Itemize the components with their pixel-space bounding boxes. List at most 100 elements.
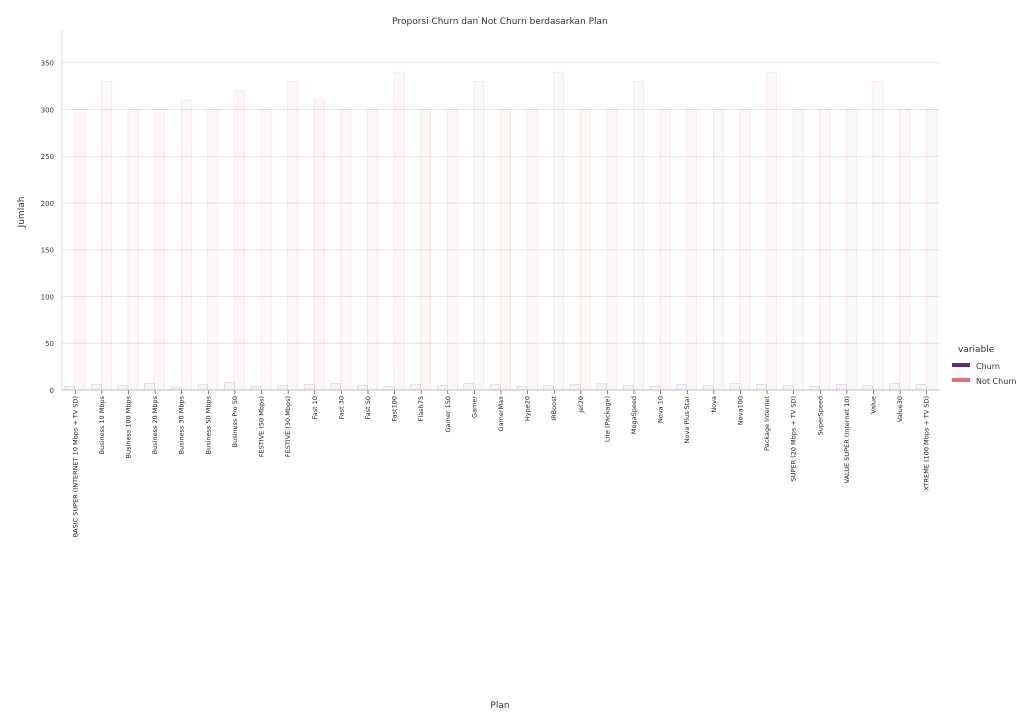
bar-churn (756, 384, 767, 391)
bar-churn (543, 385, 554, 391)
bar-churn (277, 385, 288, 391)
bar-not-churn (260, 109, 272, 391)
bar-churn (596, 383, 608, 391)
x-tick-label: FESTIVE (30 Mbps) (284, 396, 292, 457)
bar-churn (330, 383, 342, 391)
bar-not-churn (101, 81, 112, 391)
bar-not-churn (686, 109, 698, 391)
bar-churn (410, 384, 421, 391)
x-tick-label: Business 30 Mbps (178, 395, 186, 454)
y-tick-label: 0 (50, 387, 54, 395)
x-tick-label: Nova Plus Star (683, 396, 691, 444)
x-tick-label: Business Pro 50 (231, 396, 239, 447)
x-axis: BASIC SUPER (INTERNET 10 Mbps + TV SD) Bu… (71, 390, 931, 537)
x-tick-label: Nova 10 (657, 396, 665, 423)
bar-not-churn (180, 99, 192, 391)
x-axis-label: Plan (490, 701, 509, 711)
y-tick-label: 300 (41, 106, 54, 114)
bar-not-churn (367, 109, 378, 391)
x-tick-label: BASIC SUPER (INTERNET 10 Mbps + TV SD) (71, 396, 79, 537)
bar-churn (357, 385, 368, 391)
bar-churn (436, 385, 448, 391)
y-axis: 0 50 100 150 200 250 300 350 (41, 60, 54, 395)
bar-churn (197, 384, 209, 391)
bar-not-churn (846, 109, 857, 391)
bar-not-churn (766, 71, 777, 391)
grid (62, 62, 940, 391)
bar-not-churn (633, 81, 644, 391)
bar-not-churn (447, 109, 458, 391)
bar-churn (676, 384, 687, 391)
bar-churn (91, 384, 102, 391)
bar-churn (250, 386, 262, 391)
x-tick-label: XTREME (100 Mbps + TV SD) (923, 396, 931, 491)
y-tick-label: 50 (45, 340, 54, 348)
x-tick-label: Business 50 Mbps (204, 395, 212, 454)
bar-churn (889, 383, 900, 391)
bar-churn (144, 383, 155, 391)
bar-churn (463, 383, 475, 391)
x-tick-label: IRBoost (550, 396, 558, 421)
chart-title: Proporsi Churn dan Not Churn berdasarkan… (392, 17, 607, 27)
bar-churn (649, 386, 661, 391)
legend-swatch-churn (952, 363, 970, 367)
legend: variable Churn Not Churn (952, 345, 1017, 386)
x-tick-label: SUPER (20 Mbps + TV SD) (790, 396, 798, 481)
bar-not-churn (713, 109, 724, 391)
x-tick-label: Business 20 Mbps (151, 395, 159, 454)
bar-churn (702, 385, 714, 391)
bar-not-churn (659, 109, 671, 391)
bar-not-churn (553, 71, 565, 391)
x-tick-label: Jet20 (577, 396, 585, 414)
x-tick-label: Lite (Package) (603, 396, 611, 442)
x-tick-label: Nova100 (736, 396, 744, 425)
bar-churn (224, 382, 235, 391)
bar-not-churn (792, 109, 804, 391)
x-tick-label: Flash75 (417, 396, 425, 421)
x-tick-label: Business 10 Mbps (98, 395, 106, 454)
bar-not-churn (925, 109, 937, 391)
bar-not-churn (127, 109, 139, 391)
legend-label-churn: Churn (976, 362, 1000, 371)
bar-churn (490, 384, 501, 391)
bar-churn (623, 385, 634, 391)
bar-churn (809, 386, 820, 391)
bar-not-churn (313, 99, 325, 391)
bar-not-churn (287, 81, 298, 391)
bar-not-churn (234, 90, 245, 391)
y-axis-label: Jumlah (17, 197, 27, 229)
legend-label-not-churn: Not Churn (976, 377, 1017, 386)
bar-churn (729, 383, 741, 391)
bars (64, 71, 937, 391)
bar-churn (64, 386, 76, 391)
x-tick-label: Fast 30 (337, 396, 345, 419)
bar-not-churn (580, 109, 591, 391)
x-tick-label: Fast100 (391, 396, 399, 421)
bar-not-churn (154, 109, 165, 391)
legend-swatch-not-churn (952, 378, 970, 382)
y-tick-label: 350 (41, 60, 54, 68)
bar-not-churn (207, 109, 219, 391)
y-tick-label: 200 (41, 200, 54, 208)
x-tick-label: Hype20 (524, 396, 532, 421)
x-tick-label: SuperSpeed (816, 396, 824, 435)
y-tick-label: 250 (41, 153, 54, 161)
bar-churn (516, 386, 528, 391)
bar-churn (835, 384, 847, 391)
x-tick-label: Nova (710, 396, 718, 413)
x-tick-label: Fast 50 (364, 396, 372, 419)
x-tick-label: Value (869, 396, 877, 414)
x-tick-label: GamerMax (497, 396, 505, 432)
bar-churn (569, 384, 581, 391)
x-tick-label: FESTIVE (50 Mbps) (258, 396, 266, 457)
x-tick-label: Value30 (896, 396, 904, 422)
bar-not-churn (872, 81, 884, 391)
y-tick-label: 100 (41, 293, 54, 301)
bar-not-churn (74, 109, 86, 391)
bar-churn (915, 384, 927, 391)
x-tick-label: MegaSpeed (630, 396, 638, 434)
x-tick-label: Fast 10 (311, 396, 319, 419)
bar-not-churn (899, 109, 910, 391)
x-tick-label: Business 100 Mbps (125, 395, 133, 458)
